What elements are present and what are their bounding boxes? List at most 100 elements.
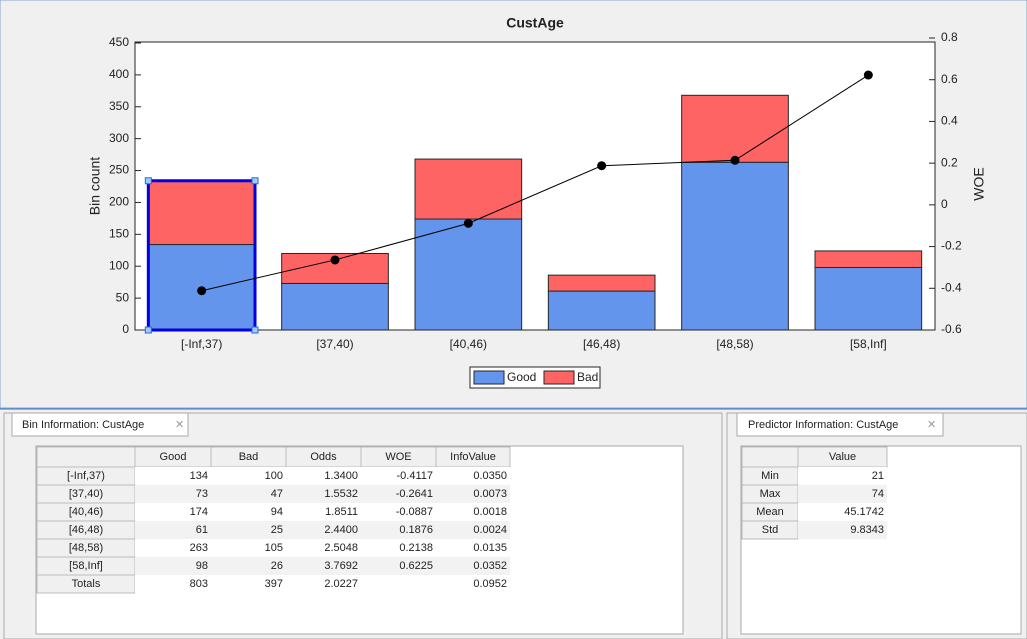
table-cell <box>361 521 436 539</box>
table-cell-value: 98 <box>196 560 208 572</box>
table-header-blank <box>36 446 136 468</box>
table-cell <box>211 521 286 539</box>
bar-segment <box>547 274 656 292</box>
table-cell <box>436 467 510 485</box>
y2-tick-label: 0.4 <box>941 114 958 128</box>
table-cell <box>436 503 510 521</box>
table-cell-value: 0.0352 <box>473 560 507 572</box>
table-cell <box>286 539 361 557</box>
table-cell-value: 26 <box>271 560 283 572</box>
legend-swatch <box>473 370 505 385</box>
table-cell <box>361 575 436 593</box>
column-header-label: Value <box>829 451 856 463</box>
table-cell-value: 263 <box>190 542 208 554</box>
table-cell <box>436 539 510 557</box>
table-cell-value: 2.5048 <box>324 542 358 554</box>
bin-tab-title: Bin Information: CustAge <box>22 419 144 431</box>
table-cell-value: 0.0952 <box>473 578 507 590</box>
y-tick-label: 300 <box>109 131 129 145</box>
y2-axis-label: WOE <box>971 167 987 200</box>
table-cell <box>135 575 211 593</box>
y2-tick-label: 0.6 <box>941 72 958 86</box>
table-cell <box>286 467 361 485</box>
row-header-label: Max <box>760 488 781 500</box>
row-header-label: Totals <box>72 578 101 590</box>
table-cell-value: 1.8511 <box>325 506 358 518</box>
row-header-label: [-Inf,37) <box>67 470 105 482</box>
table-cell <box>135 467 211 485</box>
table-cell <box>361 485 436 503</box>
y2-tick-label: 0.8 <box>941 30 958 44</box>
bar-segment <box>147 180 256 246</box>
table-cell <box>436 575 510 593</box>
table-cell-value: 0.2138 <box>399 542 433 554</box>
table-cell <box>286 485 361 503</box>
table-cell-value: 0.0024 <box>473 524 507 536</box>
table-cell <box>135 485 211 503</box>
table-cell-value: -0.4117 <box>397 470 434 482</box>
table-cell <box>135 557 211 575</box>
column-header-label: Good <box>160 451 187 463</box>
y-tick-label: 450 <box>109 35 129 49</box>
table-cell-value: -0.2641 <box>396 488 433 500</box>
table-cell-value: 2.0227 <box>324 578 358 590</box>
woe-line <box>201 74 869 292</box>
close-icon[interactable]: ✕ <box>175 419 184 431</box>
column-header-label: Odds <box>310 451 337 463</box>
table-cell-value: 174 <box>190 506 208 518</box>
table-cell-value: 0.0018 <box>473 506 507 518</box>
legend-label: Good <box>507 370 536 384</box>
y-tick-label: 200 <box>109 195 129 209</box>
table-cell <box>211 467 286 485</box>
table-cell-value: 25 <box>271 524 283 536</box>
column-header-label: WOE <box>385 451 411 463</box>
table-cell-value: -0.0887 <box>396 506 433 518</box>
bar-segment <box>547 290 656 331</box>
row-header-label: [46,48) <box>69 524 103 536</box>
x-tick-label: [48,58) <box>716 337 753 351</box>
selection-handle <box>144 326 152 334</box>
bar-segment <box>681 161 789 331</box>
table-cell-value: 100 <box>265 470 283 482</box>
table-cell-value: 73 <box>196 488 208 500</box>
table-cell <box>361 467 436 485</box>
predictor-tab[interactable] <box>736 412 944 437</box>
x-tick-label: [-Inf,37) <box>181 337 222 351</box>
table-cell-value: 21 <box>872 470 884 482</box>
close-icon[interactable]: ✕ <box>927 419 936 431</box>
table-cell-value: 397 <box>265 578 283 590</box>
bin-tab[interactable] <box>11 412 189 437</box>
y-tick-label: 150 <box>109 227 129 241</box>
y-tick-label: 250 <box>109 163 129 177</box>
table-cell <box>286 521 361 539</box>
plot-area <box>134 41 936 331</box>
woe-point <box>463 218 473 228</box>
bar-segment <box>681 94 789 163</box>
woe-point <box>863 70 873 80</box>
table-cell <box>798 467 887 485</box>
table-cell <box>211 557 286 575</box>
table-cell-value: 0.1876 <box>399 524 433 536</box>
woe-point <box>730 155 740 165</box>
y2-tick-label: -0.4 <box>941 280 962 294</box>
row-header-label: Mean <box>756 506 784 518</box>
table-cell-value: 1.3400 <box>324 470 358 482</box>
table-cell-value: 45.1742 <box>844 506 884 518</box>
row-header-label: [40,46) <box>69 506 103 518</box>
table-cell-value: 105 <box>265 542 283 554</box>
table-cell <box>286 575 361 593</box>
table-cell <box>286 503 361 521</box>
table-cell <box>135 539 211 557</box>
y2-tick-label: 0.2 <box>941 155 958 169</box>
table-cell-value: 134 <box>190 470 208 482</box>
row-header-label: [58,Inf] <box>69 560 103 572</box>
table-cell <box>211 503 286 521</box>
row-header-label: Std <box>762 524 779 536</box>
selection-outline <box>146 179 257 332</box>
table-cell <box>798 485 887 503</box>
selection-handle <box>251 326 259 334</box>
row-header-label: Min <box>761 470 779 482</box>
table-cell <box>436 521 510 539</box>
x-tick-label: [40,46) <box>450 337 487 351</box>
